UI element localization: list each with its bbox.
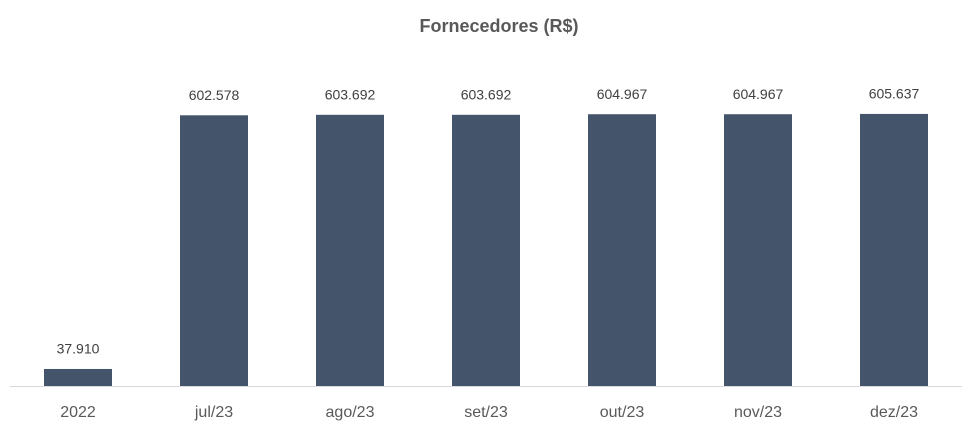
data-label: 602.578 [189, 87, 240, 103]
bar [860, 113, 928, 386]
x-tick-label: dez/23 [870, 404, 918, 421]
chart-title: Fornecedores (R$) [419, 16, 578, 36]
data-label: 604.967 [733, 86, 784, 102]
bar [588, 114, 656, 386]
x-tick-label: out/23 [600, 404, 645, 421]
data-label: 603.692 [325, 87, 376, 103]
data-label: 37.910 [57, 341, 100, 357]
data-label: 603.692 [461, 87, 512, 103]
bar [44, 368, 112, 386]
bar [316, 114, 384, 386]
x-tick-label: set/23 [464, 404, 508, 421]
x-tick-label: 2022 [60, 404, 96, 421]
x-tick-label: jul/23 [194, 404, 233, 421]
data-label: 605.637 [869, 86, 920, 102]
x-tick-label: nov/23 [734, 404, 782, 421]
bar [452, 114, 520, 386]
bar [180, 115, 248, 387]
data-label: 604.967 [597, 86, 648, 102]
x-tick-label: ago/23 [326, 404, 375, 421]
bar [724, 114, 792, 386]
